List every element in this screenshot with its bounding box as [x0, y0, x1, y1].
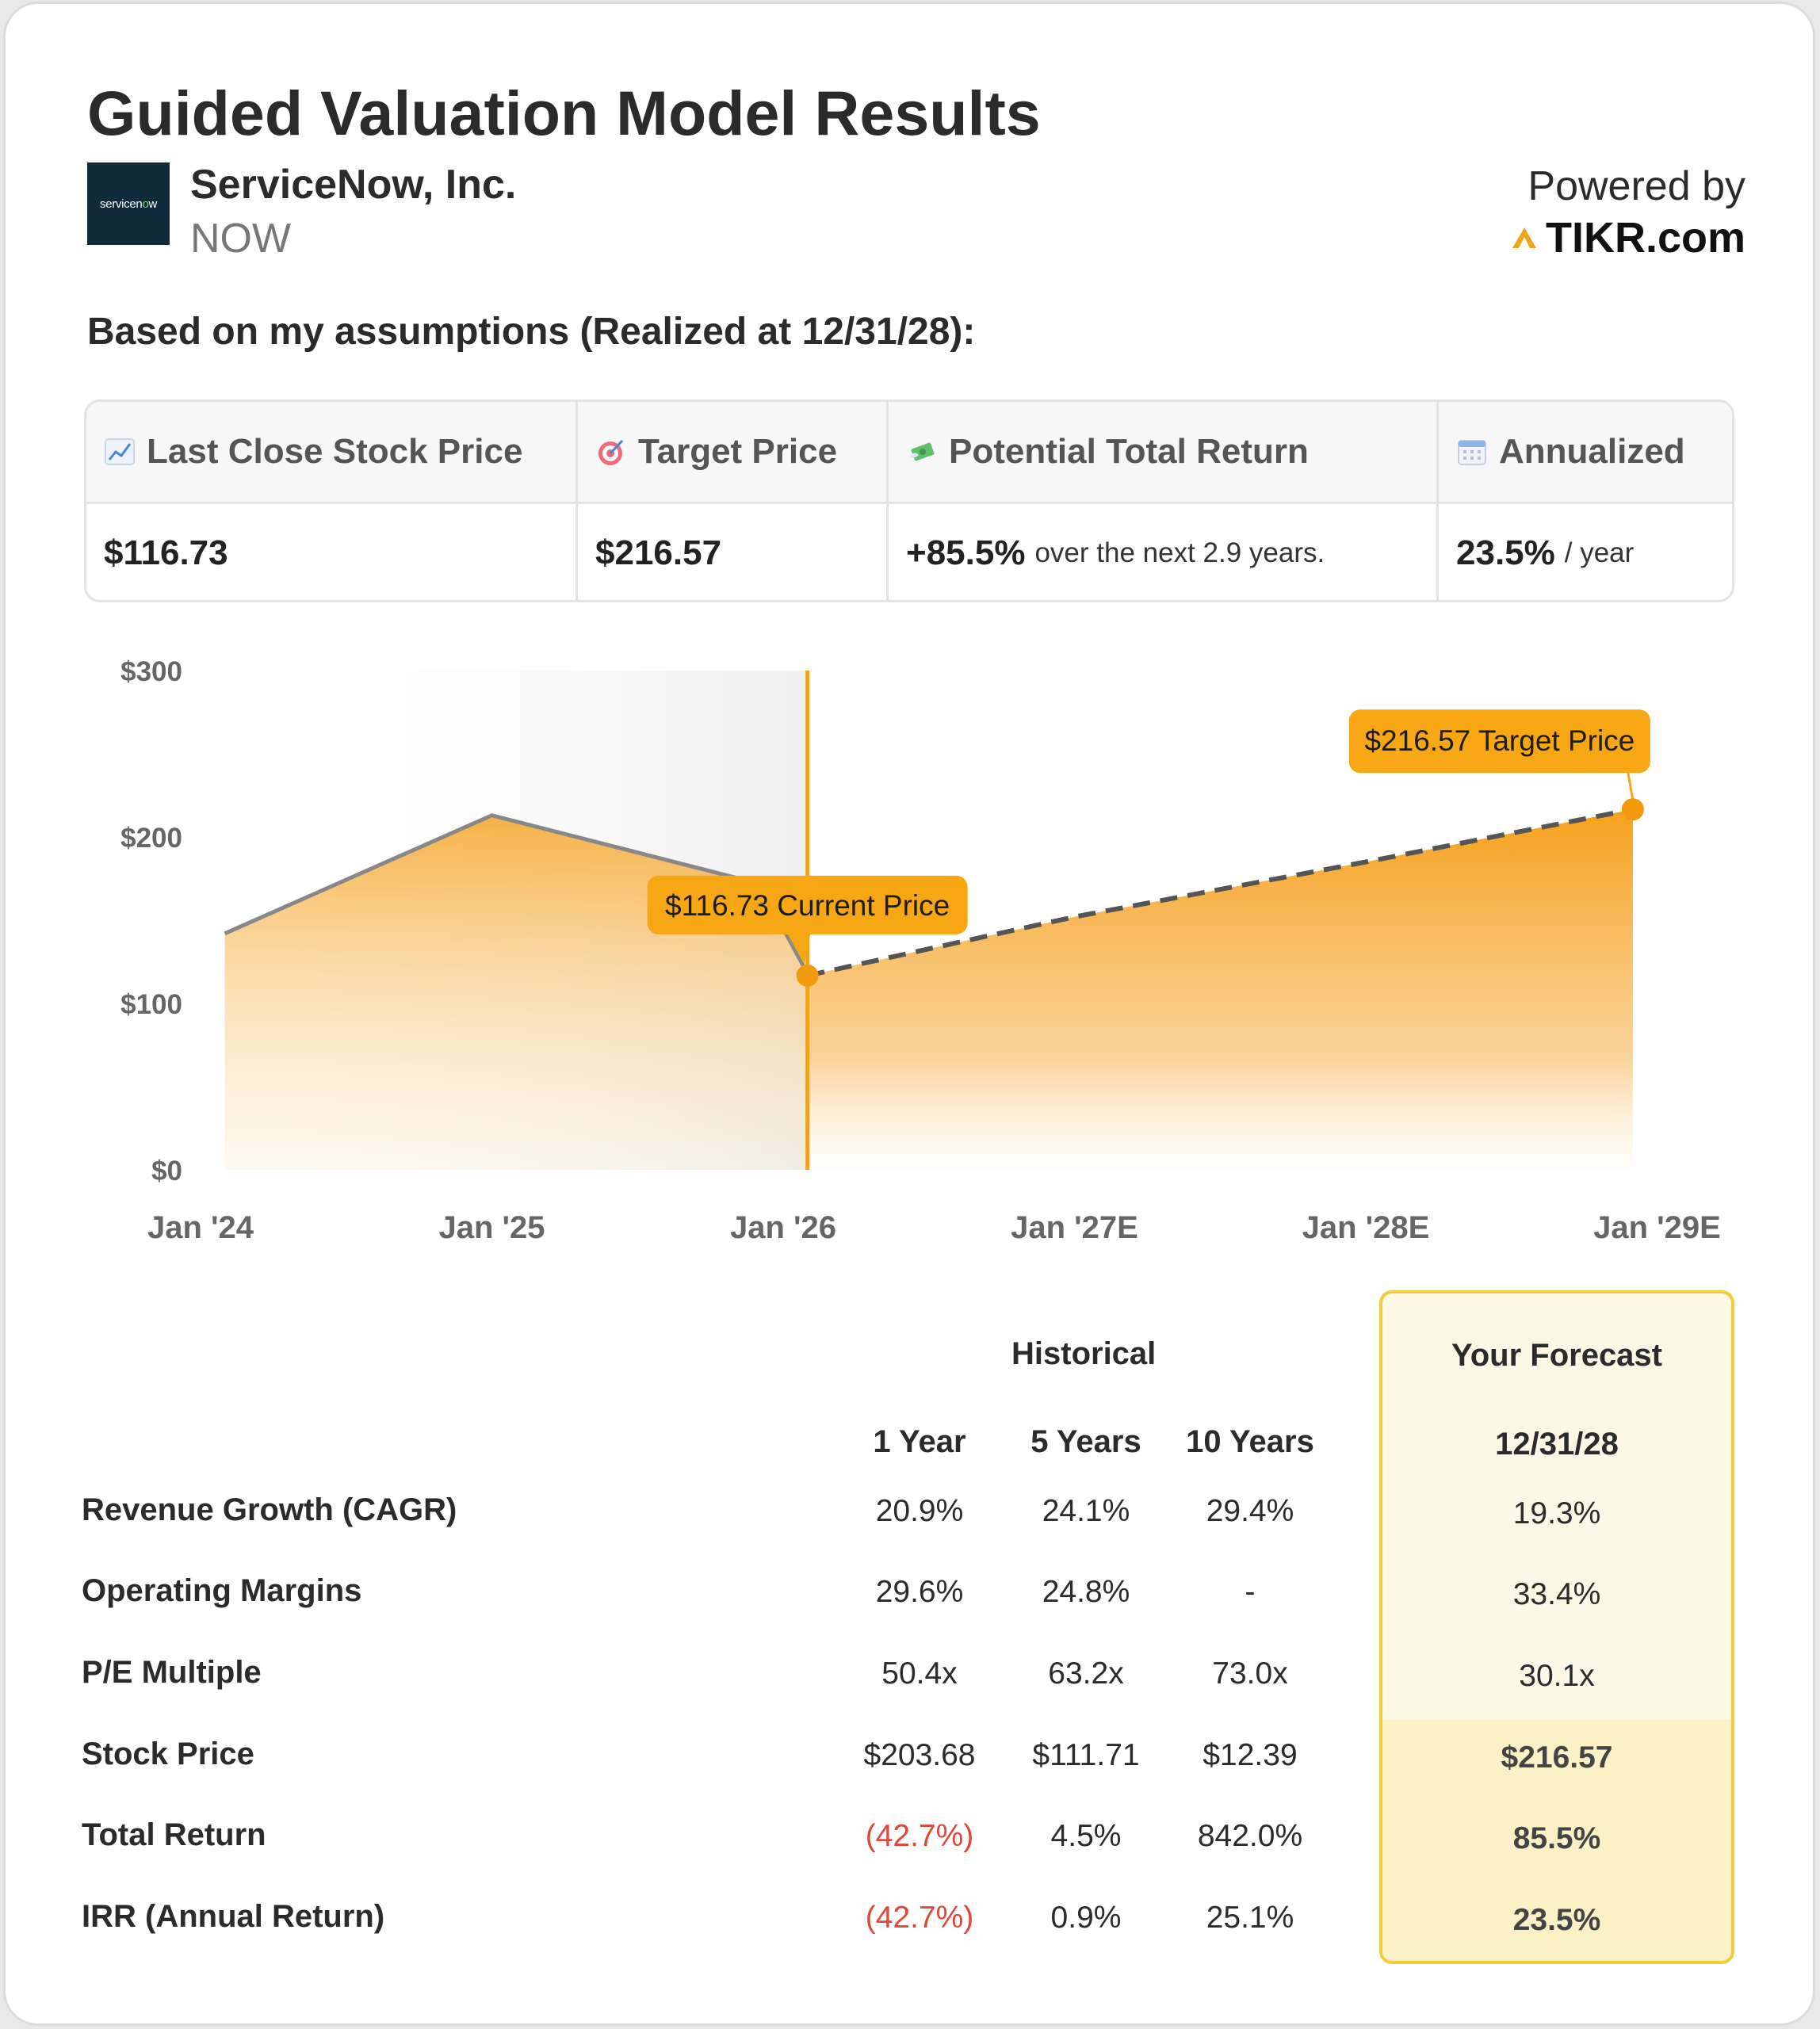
historical-value-cell: 842.0% — [1197, 1819, 1303, 1853]
forecast-value-cell: $216.57 — [1501, 1741, 1613, 1775]
historical-value-cell: 20.9% — [875, 1494, 964, 1528]
powered-by-label: Powered by — [1528, 163, 1745, 209]
metric-header-total-return: Potential Total Return — [889, 402, 1439, 502]
x-tick-label: Jan '29E — [1593, 1210, 1721, 1245]
metric-header-annualized: Annualized — [1439, 402, 1732, 502]
company-logo: servicenow — [87, 162, 170, 245]
y-axis: $300 $200 $100 $0 — [120, 656, 182, 1186]
historical-value-cell: 0.9% — [1050, 1901, 1122, 1935]
current-price-callout: $116.73 Current Price — [647, 875, 968, 965]
column-header-1-year: 1 Year — [873, 1424, 966, 1459]
historical-value-cell: $111.71 — [1032, 1738, 1140, 1772]
y-tick-label: $0 — [151, 1156, 182, 1186]
metric-header-last-close: Last Close Stock Price — [86, 402, 578, 502]
metric-value-last-close: $116.73 — [86, 504, 578, 600]
money-with-wings-icon — [909, 442, 935, 461]
target-price-marker[interactable] — [1621, 798, 1644, 821]
tikr-brand-text: TIKR.com — [1545, 214, 1745, 262]
column-header-5-years: 5 Years — [1030, 1424, 1141, 1459]
metric-value: 23.5% — [1456, 533, 1555, 572]
x-tick-label: Jan '26 — [730, 1210, 836, 1245]
forecast-value-cell: 19.3% — [1512, 1496, 1601, 1530]
metric-label: Potential Total Return — [949, 432, 1309, 471]
tikr-brand-link[interactable]: TIKR.com — [1511, 213, 1745, 262]
metric-label: Target Price — [638, 432, 838, 471]
logo-text: servicenow — [99, 197, 158, 211]
current-price-marker[interactable] — [796, 964, 819, 987]
forecast-line — [806, 807, 1634, 978]
column-header-10-years: 10 Years — [1186, 1424, 1314, 1459]
metric-value-target: $216.57 — [578, 504, 889, 600]
calendar-icon — [1458, 440, 1486, 465]
metric-value: +85.5% — [906, 533, 1026, 572]
forecast-header: Your Forecast — [1451, 1338, 1662, 1373]
metric-label: Last Close Stock Price — [147, 432, 523, 471]
historical-value-cell: 63.2x — [1048, 1656, 1124, 1691]
historical-value-cell: (42.7%) — [865, 1819, 974, 1853]
row-label: P/E Multiple — [82, 1655, 262, 1690]
historical-value-cell: 73.0x — [1212, 1656, 1288, 1691]
metrics-table: Last Close Stock Price Target Price Pote… — [84, 399, 1734, 602]
row-label: Total Return — [82, 1817, 266, 1852]
forecast-results-highlight — [1382, 1720, 1731, 1961]
historical-value-cell: 29.4% — [1206, 1494, 1294, 1528]
row-label: Operating Margins — [82, 1573, 362, 1608]
historical-value-cell: 4.5% — [1050, 1819, 1122, 1853]
metric-value: $116.73 — [104, 533, 228, 572]
y-tick-label: $300 — [120, 656, 182, 687]
historical-value-cell: $12.39 — [1202, 1738, 1298, 1772]
company-ticker: NOW — [190, 216, 292, 262]
forecast-value-cell: 33.4% — [1512, 1577, 1601, 1611]
metric-header-target: Target Price — [578, 402, 889, 502]
tikr-logo-icon — [1512, 227, 1536, 248]
metric-suffix: / year — [1564, 537, 1635, 568]
forecast-area — [807, 809, 1633, 1170]
forecast-column-highlight — [1379, 1290, 1734, 1964]
metrics-value-row: $116.73 $216.57 +85.5% over the next 2.9… — [86, 504, 1732, 600]
x-tick-label: Jan '24 — [147, 1210, 254, 1245]
forecast-value-cell: 23.5% — [1512, 1903, 1601, 1937]
metric-value-annualized: 23.5% / year — [1439, 504, 1732, 600]
forecast-value-cell: 30.1x — [1519, 1659, 1595, 1693]
x-tick-label: Jan '28E — [1302, 1210, 1430, 1245]
historical-value-cell: 24.8% — [1042, 1575, 1130, 1609]
historical-value-cell: (42.7%) — [865, 1901, 974, 1935]
x-tick-label: Jan '25 — [438, 1210, 545, 1245]
target-icon — [598, 439, 624, 465]
y-tick-label: $200 — [120, 823, 182, 854]
historical-value-cell: 29.6% — [875, 1575, 964, 1609]
metric-value: $216.57 — [595, 533, 722, 572]
assumptions-heading: Based on my assumptions (Realized at 12/… — [87, 311, 976, 353]
historical-value-cell: - — [1245, 1575, 1256, 1609]
row-label: Stock Price — [82, 1737, 254, 1771]
historical-value-cell: $203.68 — [863, 1738, 976, 1772]
historical-header: Historical — [1011, 1336, 1157, 1371]
row-label: Revenue Growth (CAGR) — [82, 1492, 457, 1527]
price-chart: $300$200$100$0 Jan '24 Jan '25 Jan '26 Jan … — [120, 656, 1721, 1245]
column-header-forecast-date: 12/31/28 — [1495, 1427, 1619, 1462]
company-name: ServiceNow, Inc. — [190, 162, 517, 208]
historical-value-cell: 24.1% — [1042, 1494, 1130, 1528]
historical-value-cell: 50.4x — [881, 1656, 958, 1691]
y-tick-label: $100 — [120, 989, 182, 1020]
page-title: Guided Valuation Model Results — [87, 78, 1041, 148]
target-price-callout: $216.57 Target Price — [1348, 709, 1650, 801]
row-label: IRR (Annual Return) — [82, 1899, 385, 1934]
x-axis: Jan '24 Jan '25 Jan '26 Jan '27E Jan '28E Jan… — [147, 1210, 1721, 1245]
current-price-label: $116.73 Current Price — [665, 889, 950, 922]
metrics-header-row: Last Close Stock Price Target Price Pote… — [86, 402, 1732, 504]
metric-label: Annualized — [1499, 432, 1685, 471]
forecast-value-cell: 85.5% — [1512, 1821, 1601, 1855]
chart-increasing-icon — [105, 438, 135, 465]
target-price-label: $216.57 Target Price — [1364, 724, 1635, 757]
x-tick-label: Jan '27E — [1011, 1210, 1138, 1245]
metric-suffix: over the next 2.9 years. — [1034, 537, 1325, 568]
metric-value-total-return: +85.5% over the next 2.9 years. — [889, 504, 1439, 600]
historical-value-cell: 25.1% — [1206, 1901, 1294, 1935]
